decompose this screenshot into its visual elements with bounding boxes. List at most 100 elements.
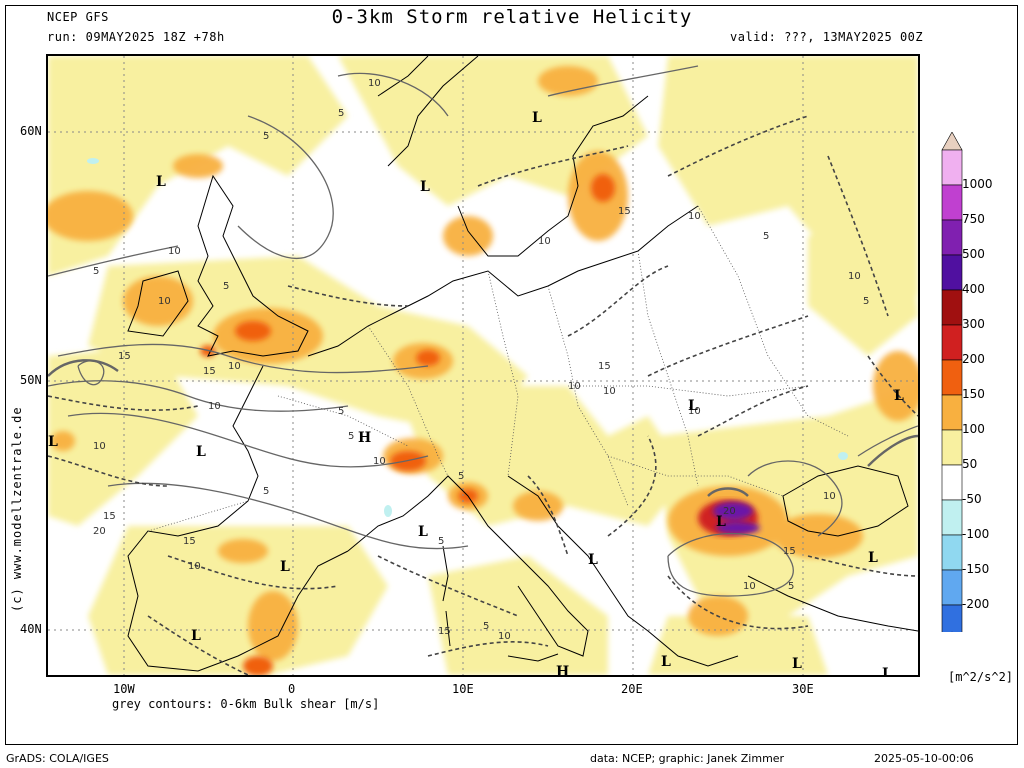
low-pressure-marker: L (716, 514, 726, 530)
colorbar-box-cm50 (941, 499, 963, 536)
contour-value-label: 10 (603, 386, 616, 397)
colorbar-label: 1000 (962, 177, 993, 191)
low-pressure-marker: L (48, 434, 58, 450)
contour-value-label: 10 (688, 211, 701, 222)
contour-value-label: 10 (568, 381, 581, 392)
contour-value-label: 5 (483, 621, 490, 632)
colorbar-label: -50 (962, 492, 982, 506)
contour-value-label: 10 (188, 561, 201, 572)
contour-value-label: 10 (848, 271, 861, 282)
contour-value-label: 5 (458, 471, 465, 482)
colorbar-top-arrow (941, 132, 963, 151)
contour-value-label: 20 (93, 526, 106, 537)
low-pressure-marker: L (418, 524, 428, 540)
low-pressure-marker: L (588, 552, 598, 568)
contour-value-label: 15 (438, 626, 451, 637)
lat-tick-50n: 50N (20, 373, 42, 387)
contour-value-label: 10 (823, 491, 836, 502)
contour-value-label: 5 (338, 108, 345, 119)
contour-value-label: 15 (103, 511, 116, 522)
colorbar-label: -100 (962, 527, 990, 541)
contour-value-label: 5 (863, 296, 870, 307)
contour-value-label: 15 (203, 366, 216, 377)
low-pressure-marker: L (156, 174, 166, 190)
run-info: run: 09MAY2025 18Z +78h (47, 30, 225, 44)
low-pressure-marker: L (661, 654, 671, 670)
contour-value-label: 20 (723, 506, 736, 517)
low-pressure-marker: L (688, 398, 698, 414)
plot-frame (5, 5, 1018, 745)
map-svg (48, 56, 918, 675)
lon-tick-20e: 20E (621, 682, 643, 696)
valid-time: valid: ???, 13MAY2025 00Z (730, 30, 924, 44)
contour-value-label: 15 (783, 546, 796, 557)
low-pressure-marker: L (191, 628, 201, 644)
website-credit: (c) www.modellzentrale.de (10, 406, 24, 612)
footer-timestamp: 2025-05-10-00:06 (874, 752, 974, 765)
contour-value-label: 5 (223, 281, 230, 292)
contour-value-label: 15 (618, 206, 631, 217)
contour-value-label: 5 (263, 486, 270, 497)
contour-value-label: 10 (208, 401, 221, 412)
lon-tick-10e: 10E (452, 682, 474, 696)
colorbar-box-c1000 (941, 149, 963, 186)
model-name: NCEP GFS (47, 10, 109, 24)
contour-value-label: 10 (228, 361, 241, 372)
colorbar-units: [m^2/s^2] (948, 670, 1014, 684)
contour-value-label: 5 (338, 406, 345, 417)
colorbar-box-cm150 (941, 569, 963, 606)
low-pressure-marker: L (868, 550, 878, 566)
colorbar-label: -200 (962, 597, 990, 611)
colorbar-label: 150 (962, 387, 985, 401)
low-pressure-marker: L (792, 656, 802, 672)
high-pressure-marker: H (556, 664, 570, 677)
footer-grads: GrADS: COLA/IGES (6, 752, 109, 765)
contour-value-label: 5 (438, 536, 445, 547)
contour-value-label: 5 (788, 581, 795, 592)
colorbar-box-cm100 (941, 534, 963, 571)
contour-value-label: 5 (763, 231, 770, 242)
contour-value-label: 5 (348, 431, 355, 442)
colorbar-label: 50 (962, 457, 978, 471)
contour-value-label: 10 (93, 441, 106, 452)
contour-value-label: 15 (598, 361, 611, 372)
colorbar-box-c150 (941, 359, 963, 396)
lon-tick-10w: 10W (113, 682, 135, 696)
colorbar-label: 400 (962, 282, 985, 296)
lat-tick-40n: 40N (20, 622, 42, 636)
low-pressure-marker: L (420, 179, 430, 195)
contour-note: grey contours: 0-6km Bulk shear [m/s] (112, 697, 380, 711)
colorbar (941, 132, 963, 632)
colorbar-label: 750 (962, 212, 985, 226)
contour-value-label: 10 (498, 631, 511, 642)
map-title: 0-3km Storm relative Helicity (331, 6, 693, 28)
contour-value-label: 10 (368, 78, 381, 89)
colorbar-box-c750 (941, 184, 963, 221)
contour-value-label: 10 (538, 236, 551, 247)
colorbar-box-c0 (941, 464, 963, 501)
contour-value-label: 5 (263, 131, 270, 142)
colorbar-box-c200 (941, 324, 963, 361)
contour-value-label: 10 (168, 246, 181, 257)
contour-value-label: 15 (118, 351, 131, 362)
contour-value-label: 10 (158, 296, 171, 307)
lon-tick-0: 0 (288, 682, 296, 696)
low-pressure-marker: L (894, 388, 904, 404)
contour-value-label: 10 (688, 406, 701, 417)
colorbar-box-c400 (941, 254, 963, 291)
contour-value-label: 5 (93, 266, 100, 277)
colorbar-label: 300 (962, 317, 985, 331)
low-pressure-marker: L (882, 666, 892, 677)
contour-value-label: 10 (373, 456, 386, 467)
colorbar-box-cm200 (941, 604, 963, 632)
map-area: 10 5 5 10 5 5 10 15 10 15 5 10 5 15 20 15 10 5 10 5 10 15 10 20… (46, 54, 920, 677)
colorbar-label: 200 (962, 352, 985, 366)
high-pressure-marker: H (358, 430, 372, 446)
low-pressure-marker: L (196, 444, 206, 460)
colorbar-label: 100 (962, 422, 985, 436)
colorbar-label: 500 (962, 247, 985, 261)
contour-value-label: 10 (743, 581, 756, 592)
low-pressure-marker: L (280, 559, 290, 575)
low-pressure-marker: L (532, 110, 542, 126)
colorbar-box-c50 (941, 429, 963, 466)
